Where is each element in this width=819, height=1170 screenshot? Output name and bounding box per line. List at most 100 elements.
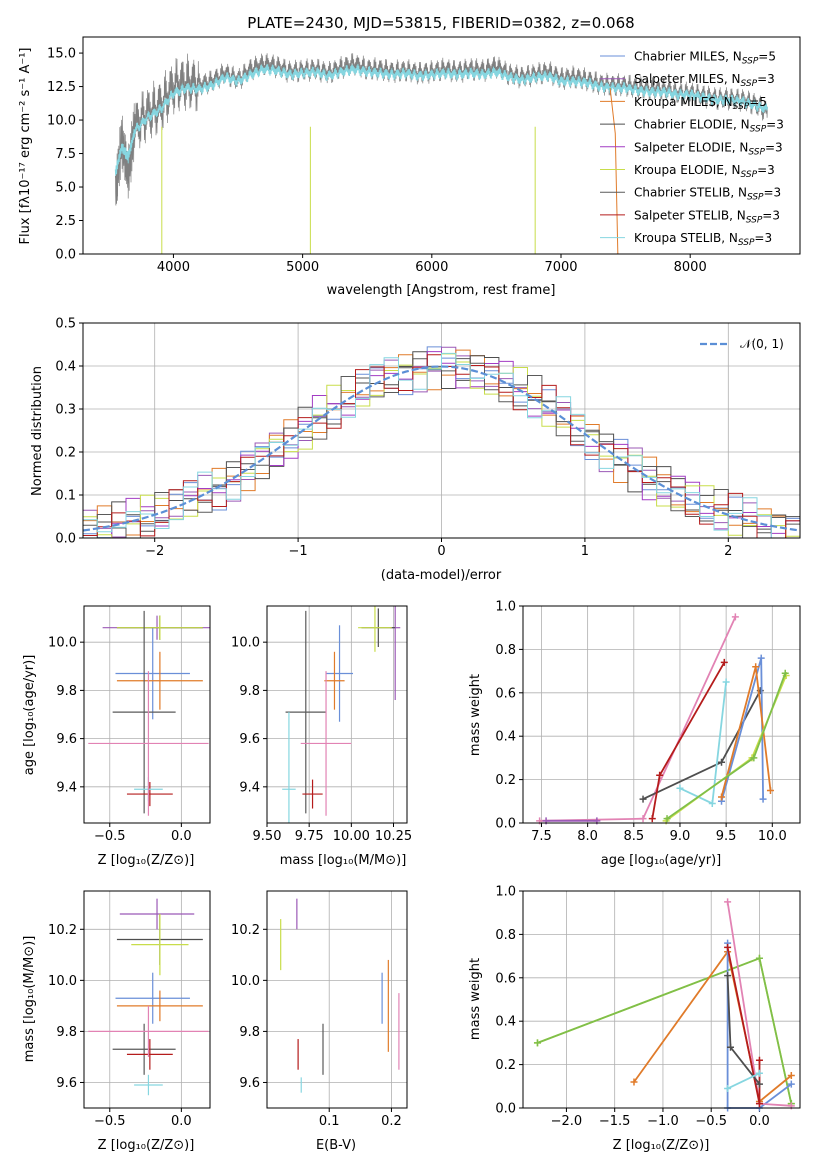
histogram-xtick-label: 1 bbox=[581, 544, 589, 559]
mass_vs_ebv-xtick-label: 0.2 bbox=[381, 1114, 402, 1129]
weight_vs_Z-xtick-label: −2.0 bbox=[551, 1114, 583, 1129]
spectrum-legend-label: Chabrier STELIB, NSSP=3 bbox=[634, 186, 781, 203]
weight_vs_Z-series-line bbox=[633, 949, 792, 1104]
mass_vs_ebv-xtick-label: 0.1 bbox=[319, 1114, 340, 1129]
spectrum-legend-name: Chabrier STELIB, N bbox=[634, 186, 747, 200]
spectrum-legend-sub: SSP bbox=[746, 215, 763, 225]
weight-vs-age-panel: 7.5 8.0 8.5 9.0 9.5 10.0 0.0 0.2 0.4 0.6 0.8 1.0 bbox=[495, 600, 801, 844]
age_vs_Z-ytick-label: 10.0 bbox=[48, 636, 77, 651]
spectrum-legend-name: Salpeter ELODIE, N bbox=[634, 140, 748, 154]
mass-vs-ebv-panel: 0.1 0.2 9.6 9.8 10.0 10.2 bbox=[231, 890, 408, 1129]
weight_vs_age-point-marker bbox=[648, 815, 656, 823]
histogram-step-series bbox=[83, 352, 800, 538]
spectrum-xtick-label: 4000 bbox=[157, 260, 190, 275]
weight_vs_age-ytick-label: 0.6 bbox=[495, 686, 516, 701]
spectrum-ytick-label: 7.5 bbox=[55, 147, 76, 162]
weight_vs_age-point-marker bbox=[781, 669, 789, 677]
histogram-xtick-label: 2 bbox=[724, 544, 732, 559]
weight_vs_age-point-marker bbox=[722, 678, 730, 686]
mass_vs_Z-ytick-label: 10.0 bbox=[48, 974, 77, 989]
spectrum-legend-name: Salpeter MILES, N bbox=[634, 72, 741, 86]
histogram-ytick-label: 0.0 bbox=[55, 532, 76, 547]
spectrum-red-edge bbox=[609, 87, 619, 254]
histogram-gaussian-curve bbox=[83, 365, 800, 532]
spectrum-ytick-label: 5.0 bbox=[55, 181, 76, 196]
mass-vs-ebv-xlabel: E(B-V) bbox=[316, 1138, 356, 1153]
spectrum-legend-suffix: =5 bbox=[758, 50, 776, 64]
weight_vs_Z-xtick-label: −1.0 bbox=[647, 1114, 679, 1129]
age_vs_mass-xtick-label: 10.25 bbox=[375, 829, 412, 844]
weight_vs_age-xtick-label: 8.5 bbox=[623, 829, 644, 844]
spectrum-legend-name: Salpeter STELIB, N bbox=[634, 208, 746, 222]
spectrum-legend-sub: SSP bbox=[747, 193, 764, 203]
spectrum-legend-suffix: =3 bbox=[764, 186, 782, 200]
weight_vs_Z-ytick-label: 1.0 bbox=[495, 885, 516, 900]
weight_vs_Z-point-marker bbox=[755, 1069, 763, 1077]
weight_vs_Z-point-marker bbox=[727, 1043, 735, 1051]
spectrum-legend-label: Salpeter MILES, NSSP=3 bbox=[634, 72, 775, 89]
age_vs_Z-xtick-label: 0.0 bbox=[171, 829, 192, 844]
spectrum-series-model bbox=[114, 63, 768, 176]
age_vs_mass-xtick-label: 9.75 bbox=[295, 829, 324, 844]
weight_vs_Z-point-marker bbox=[787, 1080, 795, 1088]
weight-vs-z-panel: −2.0 −1.5 −1.0 −0.5 0.0 0.0 0.2 0.4 0.6 0.8 1.0 bbox=[495, 885, 801, 1129]
weight_vs_age-ytick-label: 0.0 bbox=[495, 817, 516, 832]
spectrum-legend-sub: SSP bbox=[750, 125, 767, 135]
spectrum-legend-label: Salpeter ELODIE, NSSP=3 bbox=[634, 140, 783, 157]
mass_vs_Z-xtick-label: 0.0 bbox=[171, 1114, 192, 1129]
weight_vs_Z-ytick-label: 0.2 bbox=[495, 1058, 516, 1073]
spectrum-ytick-label: 10.0 bbox=[47, 114, 76, 129]
mass_vs_Z-grid bbox=[84, 891, 210, 1108]
weight_vs_Z-ytick-label: 0.4 bbox=[495, 1015, 516, 1030]
mass-vs-z-xlabel: Z [log₁₀(Z/Z⊙)] bbox=[98, 1138, 195, 1153]
weight_vs_Z-xtick-label: −1.5 bbox=[599, 1114, 631, 1129]
weight_vs_age-point-marker bbox=[676, 784, 684, 792]
age-vs-mass-panel: 9.50 9.75 10.00 10.25 9.4 9.6 9.8 10.0 bbox=[231, 605, 412, 844]
weight_vs_age-xtick-label: 9.5 bbox=[716, 829, 737, 844]
spectrum-legend-suffix: =3 bbox=[766, 118, 784, 132]
spectrum-legend-sub: SSP bbox=[741, 170, 758, 180]
spectrum-ytick-label: 15.0 bbox=[47, 47, 76, 62]
spectrum-legend-sub: SSP bbox=[742, 57, 759, 67]
weight_vs_age-point-marker bbox=[731, 613, 739, 621]
weight_vs_Z-point-marker bbox=[630, 1078, 638, 1086]
histogram-ytick-label: 0.4 bbox=[55, 360, 76, 375]
age_vs_Z-ytick-label: 9.8 bbox=[56, 684, 77, 699]
spectrum-legend-sub: SSP bbox=[738, 238, 755, 248]
mass_vs_ebv-frame bbox=[266, 890, 408, 1109]
mass_vs_ebv-ytick-label: 10.0 bbox=[231, 974, 260, 989]
histogram-plot-area bbox=[83, 346, 800, 538]
age_vs_mass-grid bbox=[266, 606, 407, 823]
age-vs-mass-xlabel: mass [log₁₀(M/M⊙)] bbox=[280, 853, 407, 868]
spectrum-legend-label: Kroupa STELIB, NSSP=3 bbox=[634, 231, 772, 248]
weight_vs_Z-point-marker bbox=[755, 1100, 763, 1108]
spectrum-legend-suffix: =3 bbox=[762, 208, 780, 222]
histogram-frame bbox=[82, 322, 801, 539]
weight_vs_Z-point-marker bbox=[724, 1084, 732, 1092]
age_vs_mass-ytick-label: 10.0 bbox=[231, 636, 260, 651]
age_vs_Z-ytick-label: 9.6 bbox=[56, 732, 77, 747]
spectrum-xtick-label: 8000 bbox=[674, 260, 707, 275]
mass_vs_ebv-plot-area bbox=[280, 898, 400, 1093]
age_vs_mass-ytick-label: 9.6 bbox=[239, 732, 260, 747]
weight_vs_age-xtick-label: 9.0 bbox=[670, 829, 691, 844]
age_vs_Z-xtick-label: −0.5 bbox=[94, 829, 126, 844]
weight_vs_age-point-marker bbox=[656, 771, 664, 779]
spectrum-legend-label: Chabrier ELODIE, NSSP=3 bbox=[634, 118, 784, 135]
weight_vs_age-point-marker bbox=[759, 795, 767, 803]
weight_vs_Z-grid bbox=[523, 890, 800, 1109]
histogram-ylabel: Normed distribution bbox=[30, 366, 45, 496]
mass_vs_Z-ytick-label: 9.6 bbox=[56, 1076, 77, 1091]
age_vs_mass-xtick-label: 9.50 bbox=[253, 829, 282, 844]
weight_vs_age-ytick-label: 0.8 bbox=[495, 643, 516, 658]
weight_vs_age-point-marker bbox=[663, 815, 671, 823]
weight_vs_age-series-line bbox=[539, 616, 737, 822]
weight-vs-z-xlabel: Z [log₁₀(Z/Z⊙)] bbox=[613, 1138, 710, 1153]
spectrum-frame bbox=[82, 36, 801, 255]
weight-vs-age-xlabel: age [log₁₀(age/yr)] bbox=[601, 853, 722, 868]
spectrum-legend-name: Chabrier MILES, N bbox=[634, 50, 742, 64]
weight_vs_Z-point-marker bbox=[724, 898, 732, 906]
spectrum-legend-sub: SSP bbox=[741, 79, 758, 89]
